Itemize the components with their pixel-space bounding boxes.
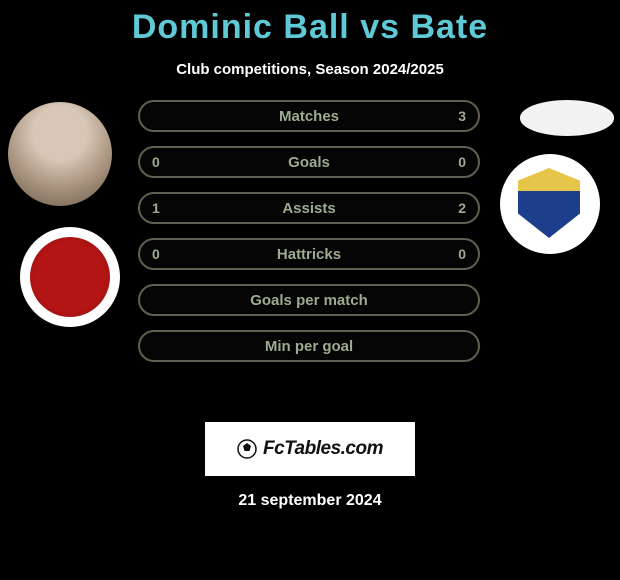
stat-row-assists: 1 Assists 2 bbox=[138, 192, 480, 224]
stat-label: Goals per match bbox=[250, 292, 368, 309]
stat-value-left: 0 bbox=[152, 154, 160, 170]
stat-bars: Matches 3 0 Goals 0 1 Assists 2 0 Hattri… bbox=[138, 100, 480, 376]
stat-row-min-per-goal: Min per goal bbox=[138, 330, 480, 362]
stat-row-hattricks: 0 Hattricks 0 bbox=[138, 238, 480, 270]
date-text: 21 september 2024 bbox=[0, 492, 620, 510]
stat-value-right: 0 bbox=[458, 154, 466, 170]
player-left-avatar bbox=[8, 102, 112, 206]
page-title: Dominic Ball vs Bate bbox=[0, 0, 620, 47]
brand-text: FcTables.com bbox=[263, 438, 383, 460]
stat-label: Assists bbox=[282, 200, 335, 217]
club-left-badge bbox=[20, 227, 120, 327]
stat-label: Hattricks bbox=[277, 246, 341, 263]
stat-value-left: 1 bbox=[152, 200, 160, 216]
stat-row-matches: Matches 3 bbox=[138, 100, 480, 132]
stat-label: Matches bbox=[279, 108, 339, 125]
comparison-stage: Matches 3 0 Goals 0 1 Assists 2 0 Hattri… bbox=[0, 100, 620, 410]
stat-row-goals: 0 Goals 0 bbox=[138, 146, 480, 178]
stat-value-left: 0 bbox=[152, 246, 160, 262]
stat-value-right: 2 bbox=[458, 200, 466, 216]
player-right-avatar bbox=[520, 100, 614, 136]
brand-badge: FcTables.com bbox=[205, 422, 415, 476]
stat-value-right: 0 bbox=[458, 246, 466, 262]
stat-label: Goals bbox=[288, 154, 330, 171]
stat-row-goals-per-match: Goals per match bbox=[138, 284, 480, 316]
soccer-ball-icon bbox=[237, 439, 257, 459]
club-right-badge bbox=[500, 154, 600, 254]
stat-label: Min per goal bbox=[265, 338, 353, 355]
stat-value-right: 3 bbox=[458, 108, 466, 124]
subtitle: Club competitions, Season 2024/2025 bbox=[0, 61, 620, 78]
